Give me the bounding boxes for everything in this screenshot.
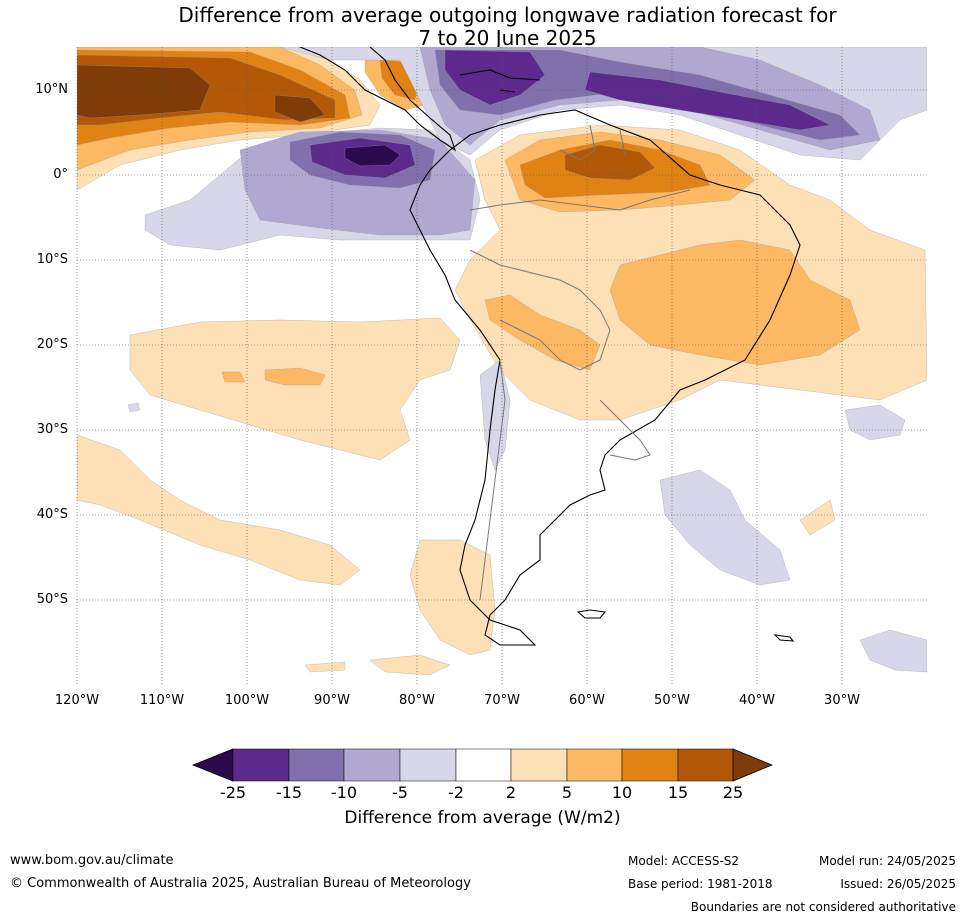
lat-label: 20°S: [36, 337, 68, 352]
lat-label: 30°S: [36, 422, 68, 437]
model-run-date: Model run: 24/05/2025: [818, 854, 956, 868]
colorbar-tick-label: 2: [505, 783, 517, 802]
colorbar-segment: [566, 748, 623, 782]
anomaly-negative-faint: [127, 402, 141, 413]
coastline-falklands: [576, 609, 607, 619]
country-borders: [469, 124, 691, 601]
anomaly-positive-light: [799, 499, 836, 536]
anomaly-positive-extreme: [77, 64, 211, 119]
model-name: Model: ACCESS-S2: [628, 854, 740, 868]
lat-label: 0°: [53, 167, 68, 182]
map-title-line2: 7 to 20 June 2025: [418, 26, 597, 50]
border-line: [469, 189, 691, 211]
colorbar-tick-label: 5: [561, 783, 573, 802]
graticule: [76, 47, 927, 686]
colorbar-segment: [232, 748, 290, 782]
colorbar-segment: [510, 748, 568, 782]
anomaly-positive-light: [304, 661, 346, 673]
lon-label: 110°W: [139, 693, 185, 708]
anomaly-field: [77, 47, 927, 676]
colorbar-tick-label: -10: [330, 783, 358, 802]
anomaly-positive-medium: [609, 239, 861, 366]
lon-label: 30°W: [824, 693, 860, 708]
lat-label: 40°S: [36, 507, 68, 522]
colorbar-tick-label: -5: [392, 783, 408, 802]
colorbar-title: Difference from average (W/m2): [344, 808, 621, 828]
anomaly-negative-faint: [659, 469, 791, 586]
colorbar-tick-label: -25: [219, 783, 247, 802]
lon-label: 70°W: [484, 693, 520, 708]
border-line: [599, 399, 651, 461]
lon-label: 40°W: [739, 693, 775, 708]
colorbar-segment: [677, 748, 734, 782]
map-title: Difference from average outgoing longwav…: [0, 4, 965, 50]
coastlines: [299, 47, 801, 646]
base-period: Base period: 1981-2018: [628, 877, 773, 891]
copyright-text: © Commonwealth of Australia 2025, Austra…: [10, 876, 471, 891]
colorbar-segment: [455, 748, 512, 782]
colorbar-tick-label: -2: [448, 783, 464, 802]
map-title-line1: Difference from average outgoing longwav…: [178, 3, 837, 27]
lat-label: 50°S: [36, 592, 68, 607]
colorbar: [191, 748, 774, 782]
anomaly-negative-strong: [444, 49, 546, 106]
anomaly-positive-light: [409, 539, 496, 656]
border-line: [479, 359, 506, 601]
colorbar-tick-label: -15: [275, 783, 303, 802]
border-line: [469, 249, 611, 371]
anomaly-positive-medium: [484, 294, 601, 371]
anomaly-negative-strong: [584, 71, 831, 131]
lon-label: 60°W: [569, 693, 605, 708]
anomaly-positive-light: [77, 434, 361, 586]
coastline-caribbean: [459, 69, 541, 93]
border-line: [559, 124, 626, 161]
anomaly-positive-stronger: [564, 144, 656, 181]
anomaly-positive-medium: [221, 371, 246, 383]
issued-date: Issued: 26/05/2025: [840, 877, 956, 891]
lon-label: 80°W: [399, 693, 435, 708]
colorbar-extend-high: [732, 748, 774, 782]
anomaly-positive-medium: [264, 367, 326, 386]
anomaly-negative-extreme: [344, 144, 401, 167]
website-link[interactable]: www.bom.gov.au/climate: [10, 853, 174, 868]
anomaly-negative-faint: [479, 359, 511, 471]
colorbar-segment: [288, 748, 345, 782]
colorbar-extend-low: [191, 748, 234, 782]
coastline-south-georgia: [773, 634, 795, 642]
disclaimer-text: Boundaries are not considered authoritat…: [690, 900, 956, 914]
coastline-central-america: [299, 47, 457, 152]
colorbar-segment: [399, 748, 457, 782]
lon-label: 100°W: [224, 693, 270, 708]
anomaly-positive-light: [369, 654, 451, 676]
lon-label: 90°W: [314, 693, 350, 708]
coastline-south-america: [409, 109, 801, 646]
colorbar-tick-label: 10: [611, 783, 633, 802]
lat-label: 10°N: [35, 82, 68, 97]
lon-label: 120°W: [54, 693, 100, 708]
colorbar-segment: [343, 748, 401, 782]
anomaly-negative-faint: [859, 629, 927, 673]
lon-label: 50°W: [654, 693, 690, 708]
colorbar-tick-label: 15: [667, 783, 689, 802]
colorbar-tick-label: 25: [722, 783, 744, 802]
anomaly-negative-faint: [844, 404, 906, 441]
anomaly-positive-extreme: [274, 94, 326, 123]
lat-label: 10°S: [36, 252, 68, 267]
colorbar-segment: [621, 748, 679, 782]
anomaly-positive-light: [129, 317, 461, 461]
